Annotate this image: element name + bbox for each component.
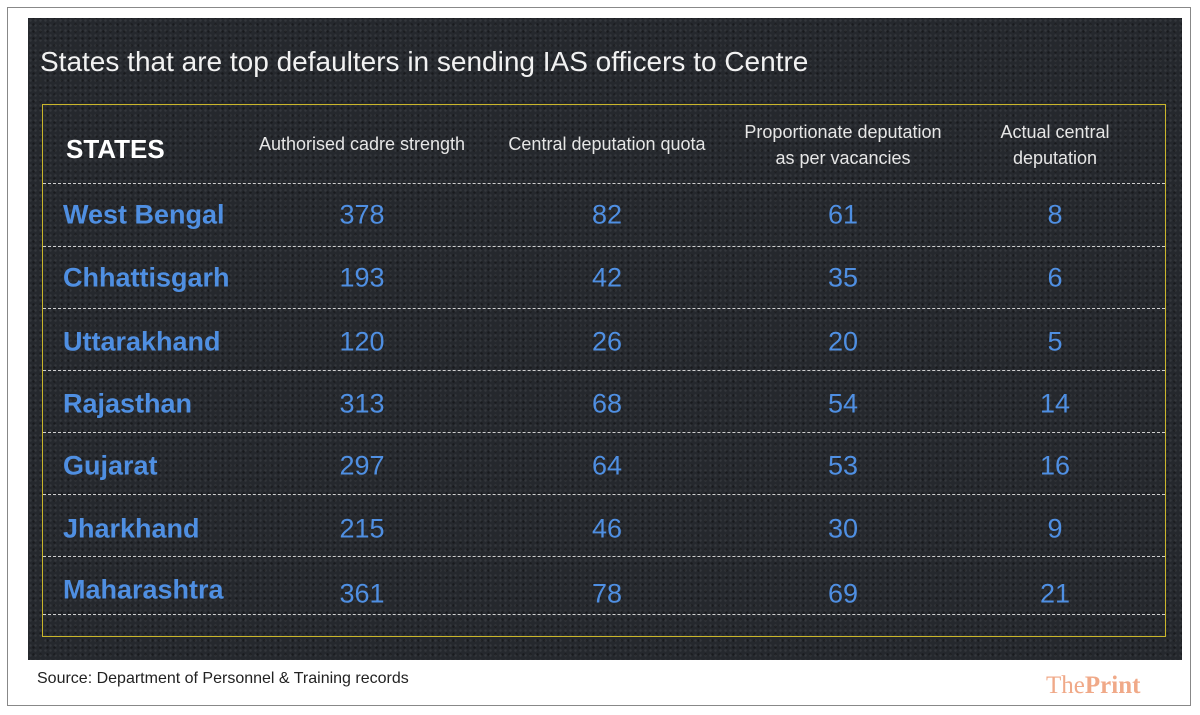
cell-value: 61	[827, 199, 859, 230]
state-name: Gujarat	[63, 450, 158, 481]
cell-value: 78	[591, 578, 623, 609]
cell-value: 6	[1047, 262, 1063, 293]
state-name: West Bengal	[63, 199, 225, 230]
table-border	[42, 104, 1166, 637]
cell-value: 14	[1039, 388, 1071, 419]
cell-value: 53	[827, 450, 859, 481]
header-cell: Actual central deputation	[1000, 122, 1110, 168]
cell-value: 378	[339, 199, 385, 230]
row-separator	[43, 308, 1165, 309]
header-cell: STATES	[66, 134, 165, 164]
cell-value: 20	[827, 326, 859, 357]
cell-value: 16	[1039, 450, 1071, 481]
logo-name: Print	[1084, 672, 1141, 699]
cell-value: 9	[1047, 513, 1063, 544]
frame	[7, 7, 1191, 706]
state-name: Uttarakhand	[63, 326, 221, 357]
header-cell: Authorised cadre strength	[258, 134, 466, 154]
cell-value: 5	[1047, 326, 1063, 357]
cell-value: 8	[1047, 199, 1063, 230]
cell-value: 193	[339, 262, 385, 293]
cell-value: 297	[339, 450, 385, 481]
row-separator	[43, 494, 1165, 495]
cell-value: 42	[591, 262, 623, 293]
cell-value: 46	[591, 513, 623, 544]
title: States that are top defaulters in sendin…	[40, 46, 809, 77]
cell-value: 30	[827, 513, 859, 544]
state-name: Maharashtra	[63, 574, 224, 605]
cell-value: 361	[339, 578, 385, 609]
state-name: Jharkhand	[63, 513, 200, 544]
row-separator	[43, 614, 1165, 615]
logo: ThePrint	[1046, 672, 1140, 700]
header-cell: Central deputation quota	[508, 134, 706, 154]
header-cell: Proportionate deputation as per vacancie…	[744, 122, 942, 168]
state-name: Chhattisgarh	[63, 262, 230, 293]
cell-value: 35	[827, 262, 859, 293]
row-separator	[43, 556, 1165, 557]
cell-value: 64	[591, 450, 623, 481]
logo-prefix: The	[1046, 672, 1085, 699]
row-separator	[43, 432, 1165, 433]
row-separator	[43, 246, 1165, 247]
cell-value: 215	[339, 513, 385, 544]
source: Source: Department of Personnel & Traini…	[37, 670, 409, 687]
state-name: Rajasthan	[63, 388, 193, 419]
cell-value: 54	[827, 388, 859, 419]
cell-value: 21	[1039, 578, 1071, 609]
cell-value: 313	[339, 388, 385, 419]
row-separator	[43, 183, 1165, 184]
cell-value: 120	[339, 326, 385, 357]
cell-value: 82	[591, 199, 623, 230]
panel	[28, 18, 1182, 660]
cell-value: 26	[591, 326, 623, 357]
row-separator	[43, 370, 1165, 371]
cell-value: 69	[827, 578, 859, 609]
cell-value: 68	[591, 388, 623, 419]
